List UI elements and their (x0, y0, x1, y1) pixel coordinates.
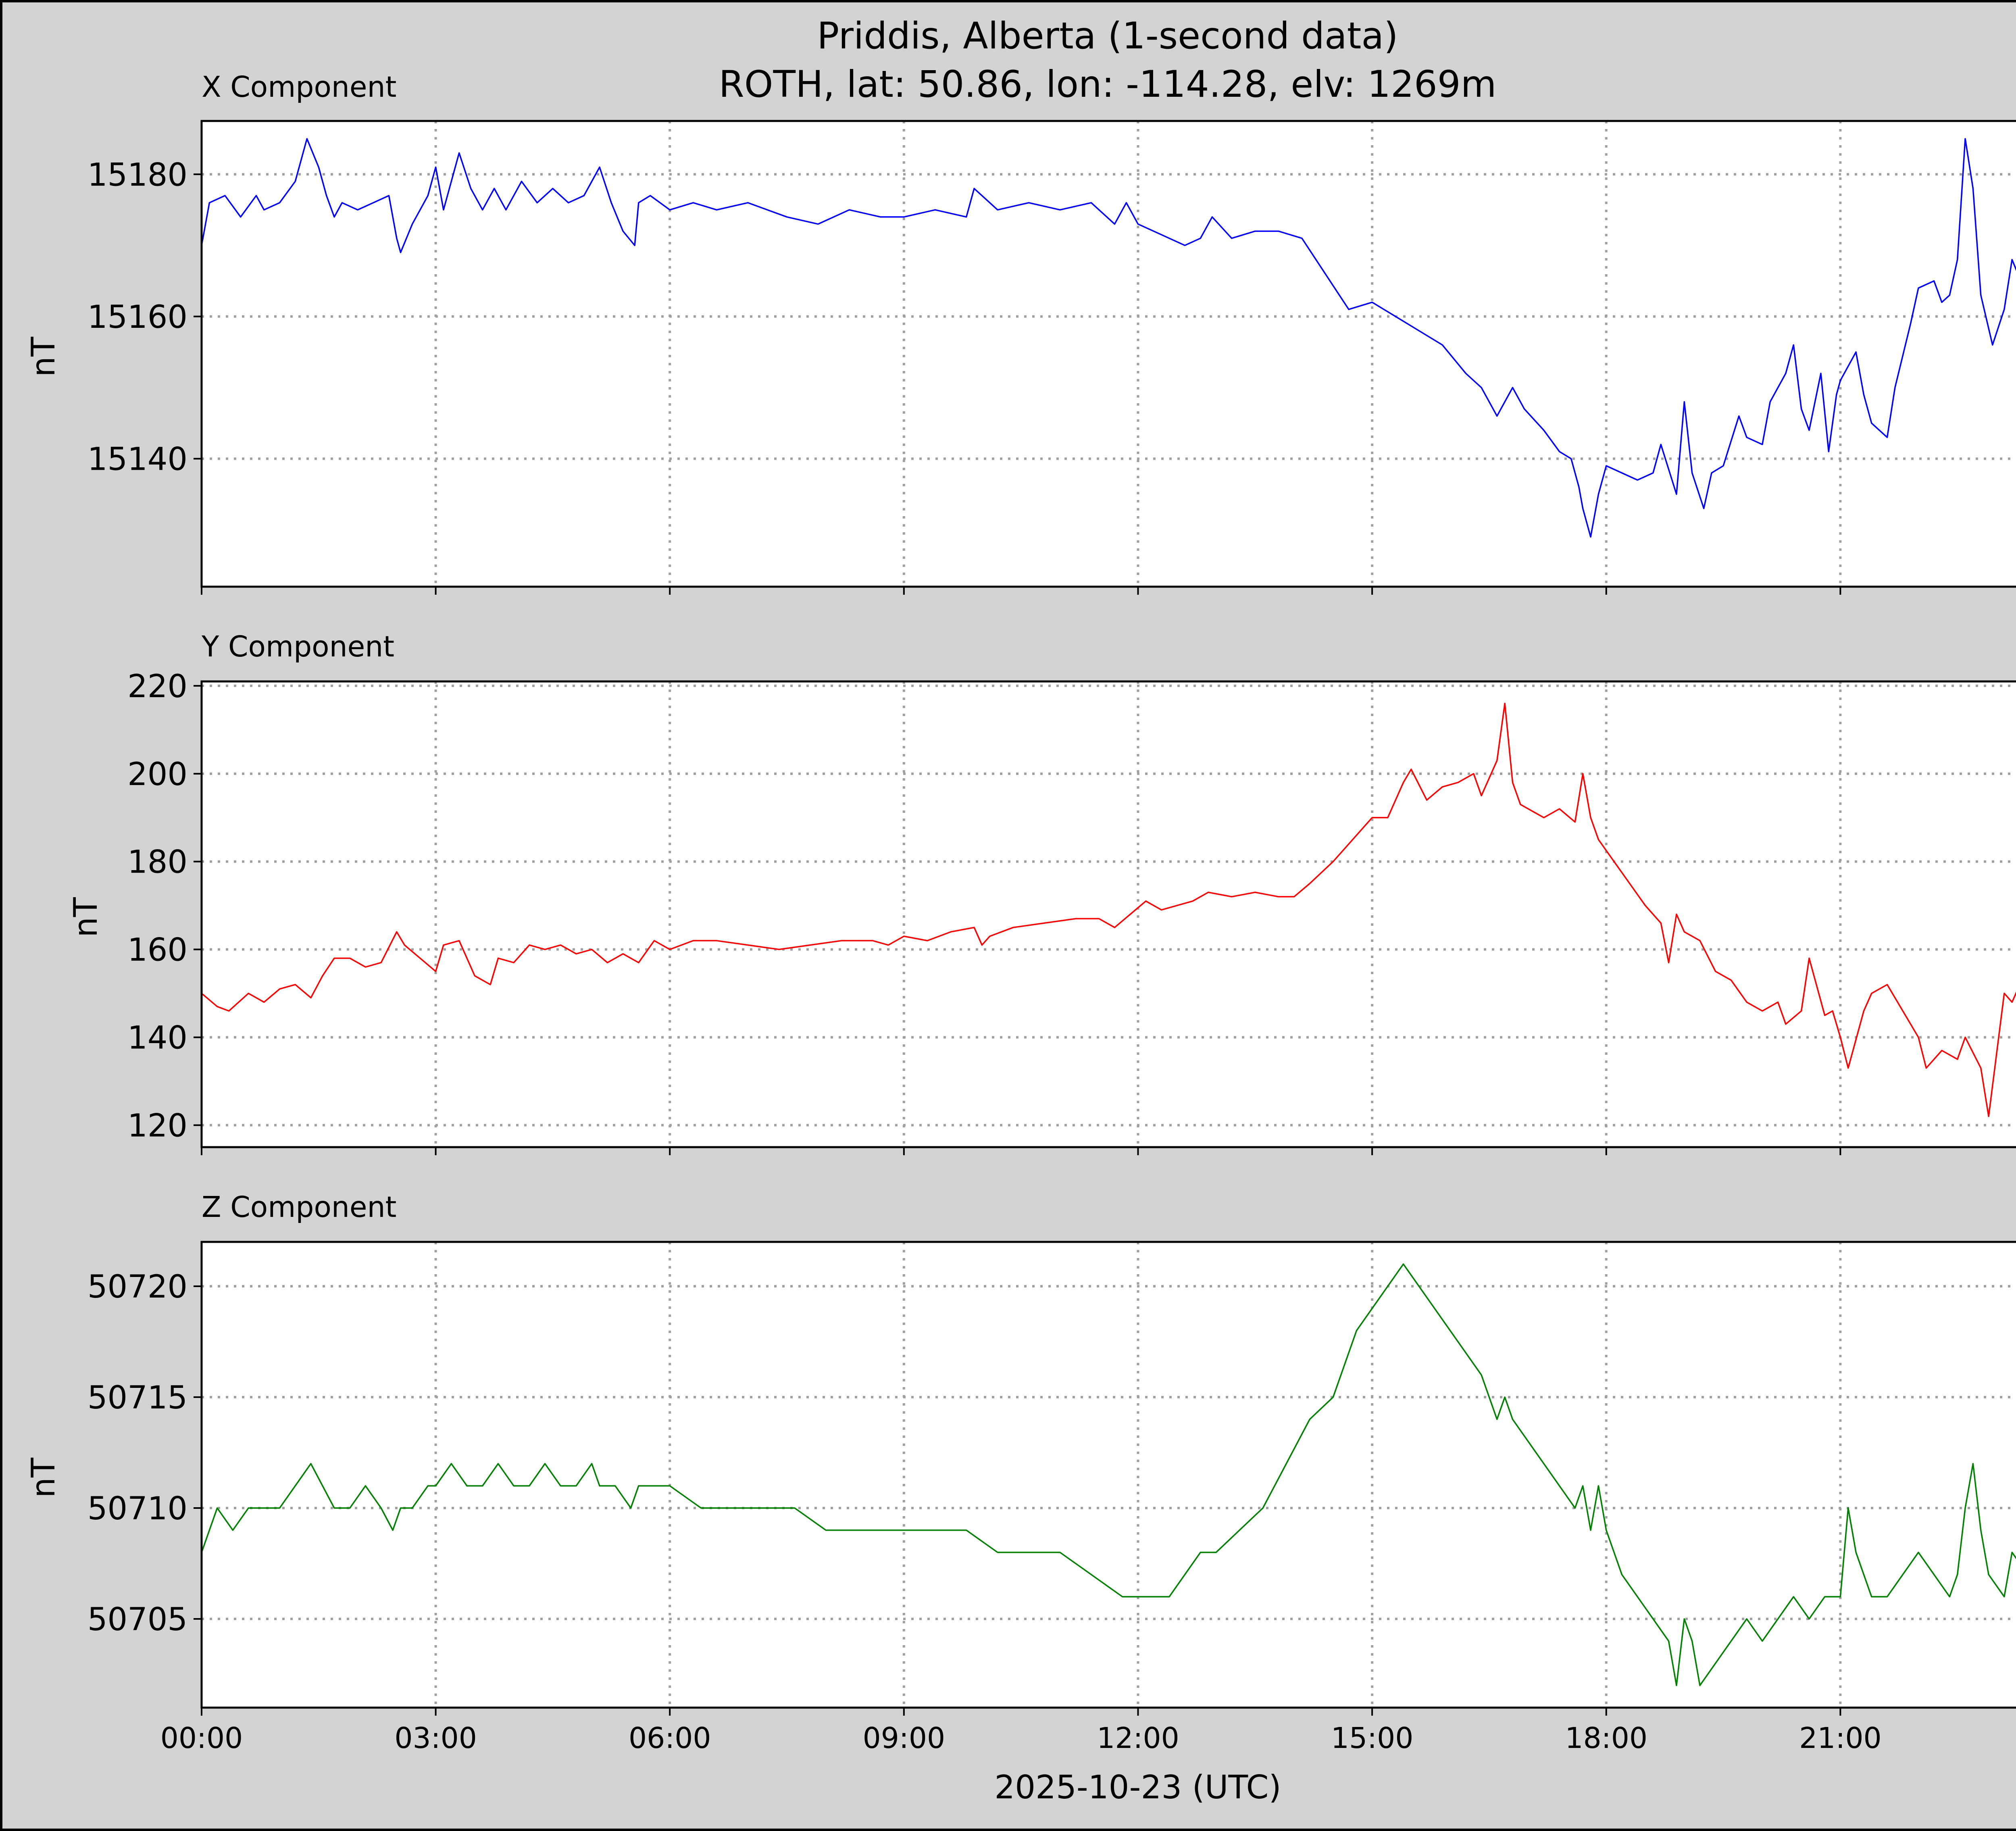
z-component-title: Z Component (202, 1190, 396, 1224)
x-tick-label: 03:00 (394, 1721, 477, 1755)
x-axis-label: 2025-10-23 (UTC) (994, 1769, 1281, 1806)
y-tick-label: 15160 (87, 299, 187, 335)
x-tick-label: 12:00 (1097, 1721, 1179, 1755)
y-component-title: Y Component (201, 630, 394, 663)
x-tick-label: 15:00 (1331, 1721, 1414, 1755)
y-tick-label: 160 (127, 932, 187, 969)
y-tick-label: 220 (127, 669, 187, 705)
figure-title-line1: Priddis, Alberta (1-second data) (817, 15, 1398, 57)
y-tick-label: 50705 (87, 1602, 187, 1638)
series-line (201, 1263, 2016, 1686)
y-tick-label: 120 (127, 1108, 187, 1144)
x-tick-label: 18:00 (1565, 1721, 1647, 1755)
series-line (201, 138, 2016, 538)
x-tick-label: 00:00 (160, 1721, 243, 1755)
y-component-ylabel: nT (67, 897, 104, 937)
time-axis-tick-labels: 00:00 03:00 06:00 09:00 12:00 15:00 18:00 21:00 (160, 1721, 1882, 1755)
x-component-title: X Component (202, 70, 396, 104)
y-tick-label: 200 (127, 756, 187, 793)
figure-title-line2: ROTH, lat: 50.86, lon: -114.28, elv: 126… (719, 63, 1497, 106)
x-component-panel: X Component nT 15140 15160 15180 (25, 70, 2016, 595)
y-tick-label: 50715 (87, 1380, 187, 1416)
x-tick-label: 09:00 (863, 1721, 946, 1755)
y-tick-label: 15140 (87, 442, 187, 478)
plot-area (202, 681, 2016, 1147)
y-tick-label: 180 (127, 844, 187, 881)
plot-area (202, 1242, 2016, 1708)
plot-frame (200, 1241, 2016, 1709)
z-component-ylabel: nT (25, 1457, 62, 1498)
plot-frame (200, 680, 2016, 1148)
x-tick-label: 21:00 (1799, 1721, 1882, 1755)
z-component-panel: Z Component nT 50705 50710 50715 50720 (25, 1190, 2016, 1716)
y-tick-label: 50710 (87, 1491, 187, 1527)
y-tick-label: 15180 (87, 157, 187, 193)
y-tick-label: 140 (127, 1020, 187, 1056)
x-component-ylabel: nT (25, 336, 62, 377)
plot-area (202, 121, 2016, 587)
y-tick-label: 50720 (87, 1269, 187, 1305)
series-line (201, 702, 2016, 1117)
plot-frame (200, 120, 2016, 588)
x-tick-label: 06:00 (629, 1721, 711, 1755)
y-component-panel: Y Component nT 120 140 160 180 200 220 (67, 630, 2016, 1155)
